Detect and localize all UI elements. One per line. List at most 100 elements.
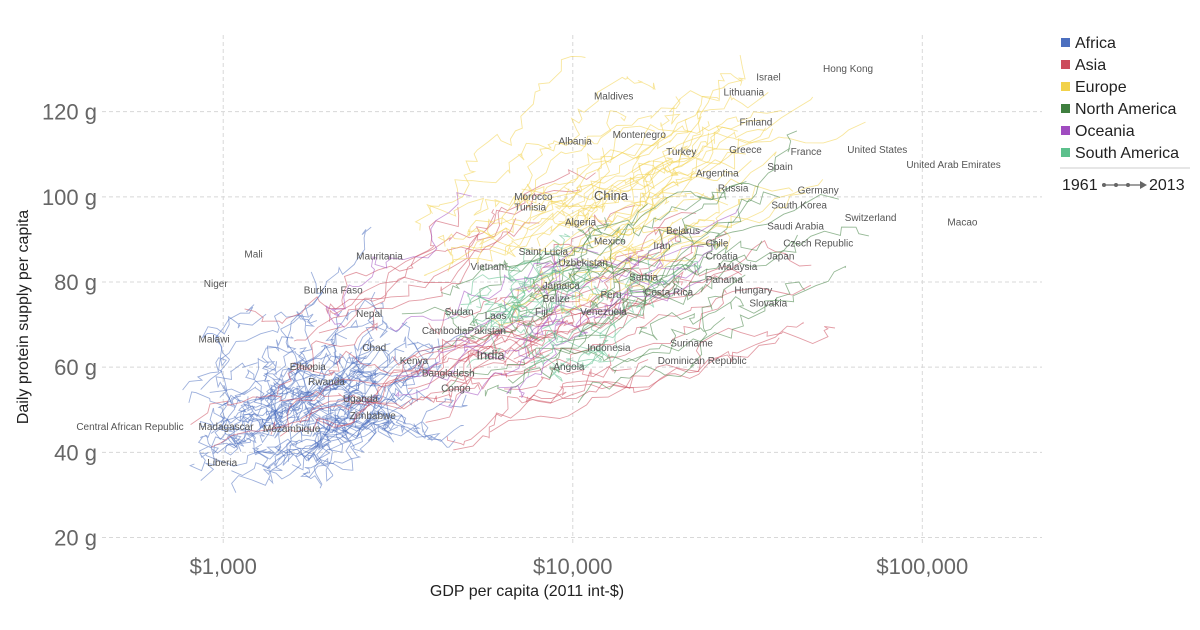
country-label[interactable]: Croatia bbox=[706, 251, 739, 262]
country-label[interactable]: Israel bbox=[756, 73, 780, 84]
country-label[interactable]: Greece bbox=[729, 145, 762, 156]
legend-label[interactable]: South America bbox=[1075, 145, 1179, 162]
country-label[interactable]: Jamaica bbox=[543, 281, 581, 292]
country-label[interactable]: Liberia bbox=[207, 458, 237, 469]
country-label[interactable]: Slovakia bbox=[749, 298, 787, 309]
trajectory-line bbox=[322, 332, 465, 402]
trajectory-line bbox=[313, 411, 399, 489]
trajectory-line bbox=[466, 265, 577, 367]
legend-label[interactable]: Africa bbox=[1075, 35, 1116, 52]
country-label[interactable]: Hong Kong bbox=[823, 64, 873, 75]
country-label[interactable]: Maldives bbox=[594, 92, 633, 103]
country-label[interactable]: Lithuania bbox=[724, 87, 765, 98]
country-label[interactable]: Uganda bbox=[343, 394, 378, 405]
country-label[interactable]: Kenya bbox=[400, 356, 429, 367]
country-label[interactable]: United States bbox=[847, 145, 907, 156]
trajectory-line bbox=[317, 410, 464, 442]
trajectory-line bbox=[437, 193, 705, 253]
country-label[interactable]: Belarus bbox=[666, 226, 700, 237]
country-label[interactable]: France bbox=[791, 147, 823, 158]
country-label[interactable]: Serbia bbox=[629, 273, 658, 284]
trajectory-line bbox=[515, 208, 739, 342]
country-label[interactable]: Finland bbox=[740, 117, 773, 128]
trajectory-line bbox=[423, 188, 570, 276]
country-label[interactable]: Argentina bbox=[696, 168, 739, 179]
country-label[interactable]: Laos bbox=[485, 311, 507, 322]
country-label[interactable]: Costa Rica bbox=[644, 288, 693, 299]
country-label[interactable]: Ethiopia bbox=[290, 362, 327, 373]
trajectory-line bbox=[329, 222, 540, 322]
country-label[interactable]: India bbox=[476, 348, 505, 363]
country-label[interactable]: Montenegro bbox=[613, 130, 667, 141]
country-label[interactable]: Burkina Faso bbox=[304, 286, 363, 297]
country-label[interactable]: Panama bbox=[706, 275, 744, 286]
country-label[interactable]: Tunisia bbox=[514, 202, 546, 213]
country-label[interactable]: Mauritania bbox=[356, 251, 403, 262]
trajectory-line bbox=[460, 265, 573, 305]
trajectory-line bbox=[565, 260, 702, 315]
country-label[interactable]: Suriname bbox=[670, 339, 713, 350]
country-label[interactable]: Japan bbox=[767, 251, 794, 262]
country-label[interactable]: Fiji bbox=[535, 307, 548, 318]
country-label[interactable]: Venezuela bbox=[580, 307, 627, 318]
trajectory-line bbox=[518, 337, 780, 404]
country-label[interactable]: Albania bbox=[558, 136, 592, 147]
country-label[interactable]: Cambodia bbox=[422, 326, 468, 337]
country-label[interactable]: Zimbabwe bbox=[350, 411, 397, 422]
country-label[interactable]: Algeria bbox=[565, 217, 597, 228]
country-label[interactable]: Iran bbox=[653, 241, 670, 252]
country-label[interactable]: Malaysia bbox=[718, 262, 758, 273]
country-label[interactable]: Peru bbox=[600, 290, 621, 301]
country-label[interactable]: Congo bbox=[441, 383, 471, 394]
country-label[interactable]: South Korea bbox=[771, 200, 827, 211]
legend-label[interactable]: North America bbox=[1075, 101, 1176, 118]
trajectory-line bbox=[266, 226, 372, 402]
country-label[interactable]: Angola bbox=[553, 362, 585, 373]
country-label[interactable]: Bangladesh bbox=[422, 369, 475, 380]
country-label[interactable]: Turkey bbox=[666, 147, 696, 158]
legend-swatch bbox=[1061, 82, 1070, 91]
country-label[interactable]: Chile bbox=[706, 239, 729, 250]
country-label[interactable]: Dominican Republic bbox=[658, 356, 747, 367]
country-label[interactable]: Morocco bbox=[514, 192, 553, 203]
trajectory-line bbox=[220, 352, 344, 424]
country-label[interactable]: Germany bbox=[798, 185, 839, 196]
trajectory-line bbox=[630, 121, 866, 204]
country-label[interactable]: Mexico bbox=[594, 237, 626, 248]
country-label[interactable]: Chad bbox=[362, 343, 386, 354]
country-label[interactable]: Mozambique bbox=[263, 424, 321, 435]
country-label[interactable]: Czech Republic bbox=[783, 239, 853, 250]
trajectory-line bbox=[271, 417, 347, 471]
legend-label[interactable]: Asia bbox=[1075, 57, 1106, 74]
country-label[interactable]: China bbox=[594, 188, 629, 203]
country-label[interactable]: Mali bbox=[244, 249, 262, 260]
y-tick-label: 120 g bbox=[42, 100, 97, 125]
country-label[interactable]: Malawi bbox=[199, 334, 230, 345]
country-label[interactable]: Spain bbox=[767, 162, 793, 173]
country-label[interactable]: Saudi Arabia bbox=[767, 222, 824, 233]
legend-label[interactable]: Oceania bbox=[1075, 123, 1135, 140]
country-label[interactable]: Switzerland bbox=[845, 213, 897, 224]
country-label[interactable]: Saint Lucia bbox=[519, 247, 569, 258]
country-label[interactable]: Sudan bbox=[445, 307, 474, 318]
trajectory-line bbox=[211, 347, 307, 454]
country-label[interactable]: Belize bbox=[543, 294, 571, 305]
country-label[interactable]: Russia bbox=[718, 183, 749, 194]
country-label[interactable]: Madagascar bbox=[199, 422, 255, 433]
country-label[interactable]: Central African Republic bbox=[76, 422, 183, 433]
country-label[interactable]: Rwanda bbox=[308, 377, 345, 388]
country-label[interactable]: Nepal bbox=[356, 309, 382, 320]
country-label[interactable]: Uzbekistan bbox=[558, 258, 607, 269]
legend-label[interactable]: Europe bbox=[1075, 79, 1127, 96]
country-label[interactable]: Niger bbox=[204, 279, 229, 290]
country-label[interactable]: Macao bbox=[947, 217, 977, 228]
trajectory-line bbox=[389, 246, 599, 332]
country-label[interactable]: Hungary bbox=[734, 286, 772, 297]
country-label[interactable]: Vietnam bbox=[471, 262, 508, 273]
country-label[interactable]: Pakistan bbox=[468, 326, 506, 337]
country-label[interactable]: United Arab Emirates bbox=[906, 160, 1001, 171]
time-range: 1961 2013 bbox=[1062, 177, 1185, 194]
trajectory-line bbox=[188, 362, 258, 408]
country-label[interactable]: Indonesia bbox=[587, 343, 631, 354]
